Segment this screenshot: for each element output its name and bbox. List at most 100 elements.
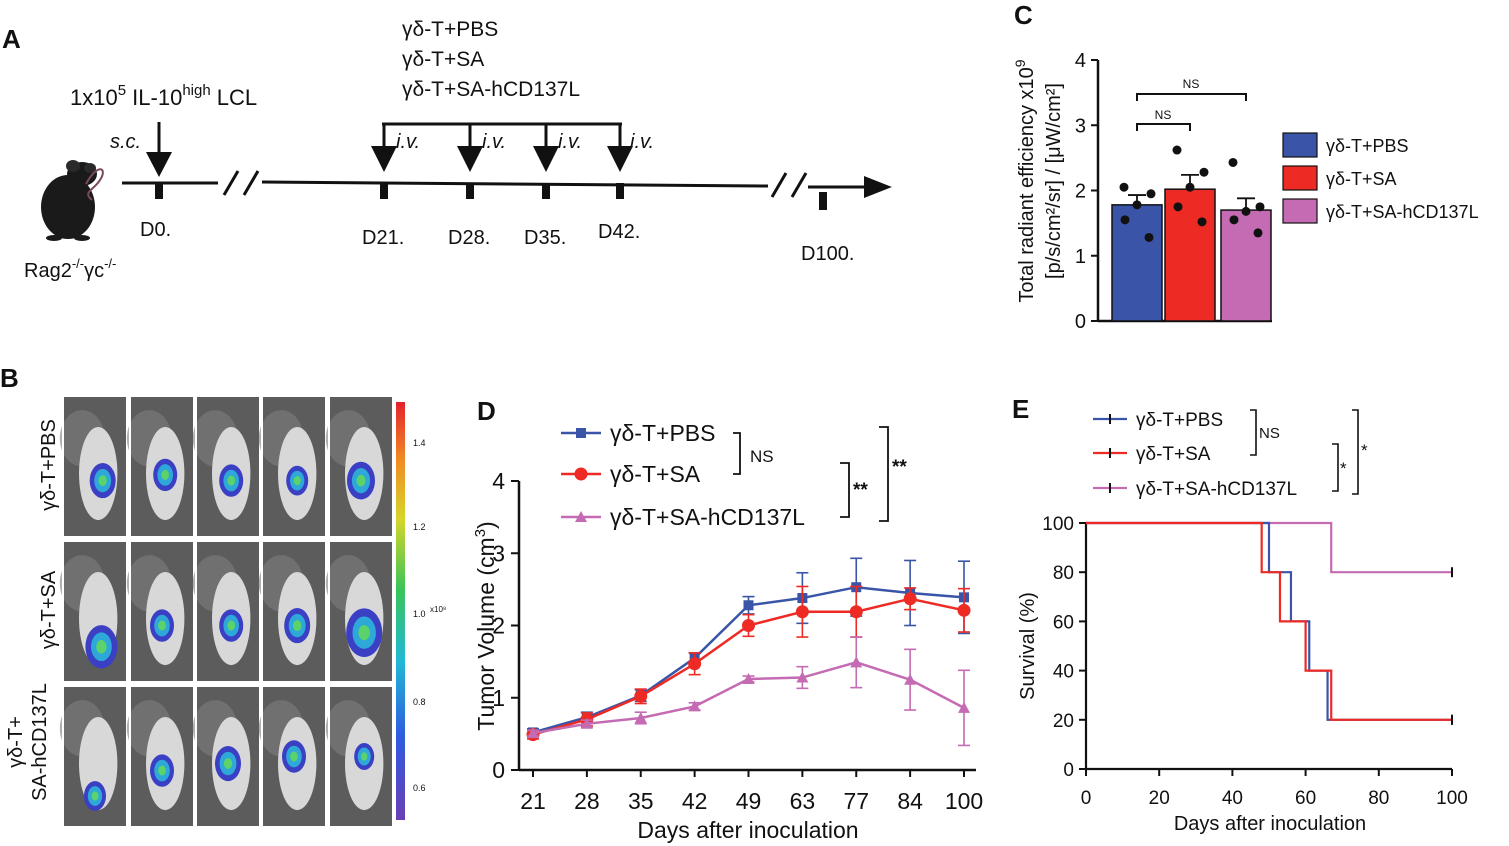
colorbar-tick-1-4: 1.4 — [413, 438, 426, 448]
group-label-pbs: γδ-T+PBS — [402, 18, 498, 41]
sig-bracket-pbs-hcd — [1352, 409, 1359, 495]
cells-label-main: 1x10 — [70, 85, 118, 110]
data-point — [1119, 182, 1129, 192]
y-axis-label-exp: 9 — [1012, 59, 1028, 67]
panel-c-letter: C — [1014, 0, 1033, 30]
day-label-d21: D21. — [362, 227, 404, 249]
y-axis-label: Tumor Volume (cm3) — [472, 521, 499, 730]
legend-label: γδ-T+PBS — [1136, 410, 1223, 431]
signal-spot-core — [227, 620, 236, 631]
image-border — [328, 540, 394, 683]
image-border — [195, 395, 261, 538]
bar — [1164, 188, 1216, 322]
data-point — [1228, 157, 1238, 167]
panel-d: D 0 1 2 3 4 21 28 35 42 49 63 77 84 100 Days after ino… — [472, 396, 983, 843]
legend-marker — [576, 428, 586, 438]
data-point — [1144, 232, 1154, 242]
sig-bracket-pbs-hcd — [879, 426, 889, 522]
legend-swatch — [1282, 165, 1318, 191]
data-point — [1120, 215, 1130, 225]
sig-label: NS — [750, 447, 774, 466]
sig-bracket-sa-hcd — [1332, 443, 1339, 492]
sig-bracket-pbs-sa — [733, 432, 741, 475]
x-tick-label: 49 — [736, 788, 762, 814]
image-border — [62, 685, 128, 828]
y-tick-label: 0 — [1075, 311, 1086, 333]
day-label-d0: D0. — [140, 219, 171, 241]
data-marker — [580, 717, 593, 729]
data-marker — [958, 701, 970, 713]
iv-label-d35: i.v. — [558, 131, 582, 153]
data-marker — [634, 689, 648, 703]
x-tick-label: 100 — [1436, 788, 1468, 809]
iv-label-d28: i.v. — [482, 131, 506, 153]
signal-spot-core — [158, 620, 166, 631]
data-point — [1241, 206, 1251, 216]
legend-label: γδ-T+SA — [610, 461, 701, 487]
data-marker — [742, 672, 755, 684]
data-point — [1173, 202, 1183, 212]
data-point — [1132, 200, 1142, 210]
y-axis-label-close: ) — [473, 521, 499, 529]
legend-label: γδ-T+SA-hCD137L — [1136, 479, 1297, 500]
tick-d35 — [542, 183, 550, 199]
data-marker — [527, 727, 539, 739]
data-marker — [796, 671, 809, 683]
survival-curve — [1086, 521, 1452, 721]
sig-label: * — [1340, 459, 1347, 478]
y-tick-label: 4 — [492, 468, 505, 494]
mouse-strain-sup1: -/- — [72, 256, 84, 271]
day-label-d100: D100. — [801, 243, 854, 265]
data-marker — [849, 605, 863, 619]
tick-d0 — [155, 183, 163, 199]
colorbar-tick-1-0: 1.0 — [413, 609, 426, 619]
image-border — [62, 395, 128, 538]
x-tick-label: 60 — [1295, 788, 1316, 809]
image-border — [62, 540, 128, 683]
day-label-d28: D28. — [448, 227, 490, 249]
signal-spot-core — [361, 752, 368, 761]
row-label-sa: γδ-T+SA — [38, 570, 60, 649]
legend-label: γδ-T+SA — [1326, 169, 1397, 189]
signal-spot-core — [356, 474, 366, 487]
cells-label-il10: IL-10 — [126, 85, 182, 110]
cells-label: 1x105 IL-10high LCL — [70, 82, 257, 110]
timeline-break-2a — [770, 172, 788, 198]
y-tick-label: 4 — [1075, 50, 1086, 72]
timeline-arrowhead — [864, 176, 892, 198]
sig-label: NS — [1259, 425, 1280, 442]
data-point — [1255, 202, 1265, 212]
data-point — [1229, 215, 1239, 225]
signal-spot-core — [91, 791, 99, 801]
x-tick-label: 42 — [682, 788, 708, 814]
legend-label: γδ-T+SA-hCD137L — [610, 504, 805, 530]
x-tick-label: 28 — [574, 788, 600, 814]
y-tick-label: 20 — [1053, 711, 1074, 732]
day-label-d35: D35. — [524, 227, 566, 249]
tick-d100 — [819, 192, 827, 210]
data-marker — [743, 600, 754, 611]
image-border — [195, 540, 261, 683]
iv-label-d42: i.v. — [630, 131, 654, 153]
signal-spot-core — [293, 620, 302, 632]
iv-label-d21: i.v. — [396, 131, 420, 153]
y-tick-label: 80 — [1053, 563, 1074, 584]
iv-arrow-d28 — [457, 123, 483, 172]
legend-label: γδ-T+PBS — [610, 420, 715, 446]
image-border — [328, 685, 394, 828]
x-tick-label: 20 — [1149, 788, 1170, 809]
mouse-strain-label: Rag2-/-γc-/- — [24, 256, 116, 282]
image-border — [261, 395, 327, 538]
x-tick-label: 40 — [1222, 788, 1243, 809]
x-axis-label: Days after inoculation — [1174, 813, 1366, 835]
colorbar — [396, 402, 405, 820]
x-tick-label: 100 — [945, 788, 983, 814]
y-tick-label: 2 — [1075, 181, 1086, 203]
image-border — [328, 395, 394, 538]
image-border — [261, 685, 327, 828]
tick-d28 — [466, 183, 474, 199]
data-marker — [688, 700, 701, 712]
signal-spot-core — [290, 751, 298, 762]
y-axis-label: Survival (%) — [1017, 592, 1039, 700]
